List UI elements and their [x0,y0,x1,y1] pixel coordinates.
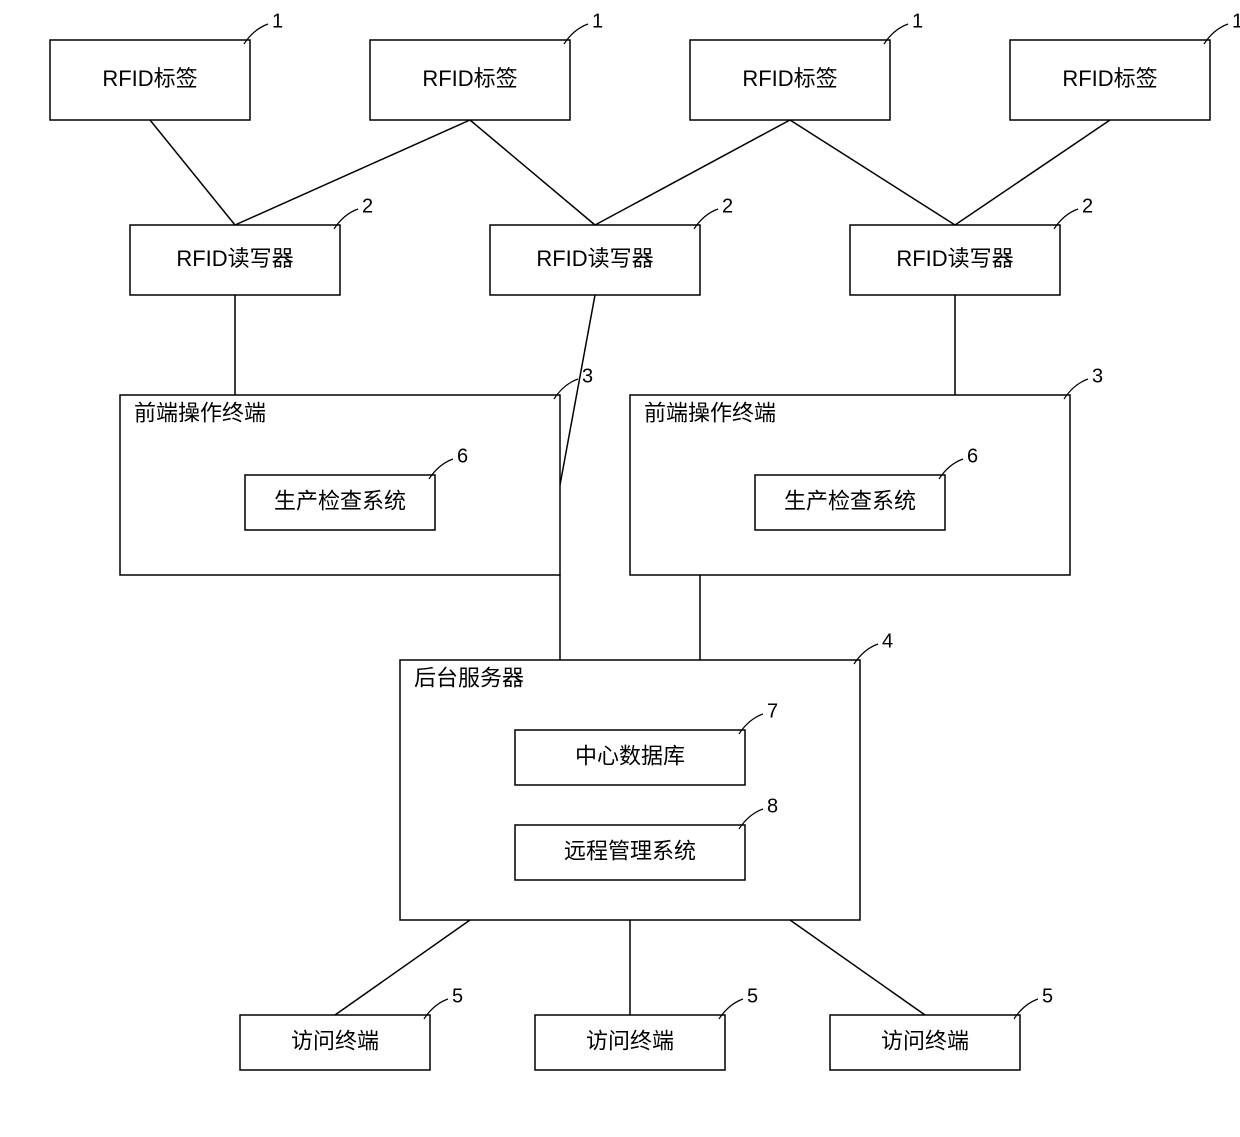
node-chk1-num: 6 [457,445,468,467]
node-fe2-label: 前端操作终端 [644,401,776,426]
node-srv-label: 后台服务器 [414,666,524,691]
node-rw3: RFID读写器 2 [850,195,1093,295]
node-tag2: RFID标签 1 [370,10,603,120]
edge-srv-ac3 [790,920,925,1015]
node-ac2-label: 访问终端 [586,1028,674,1053]
node-tag3-label: RFID标签 [742,66,837,91]
node-tag3-num: 1 [912,10,923,32]
node-rw1-num: 2 [362,195,373,217]
node-db-label: 中心数据库 [575,743,685,768]
node-tag2-label: RFID标签 [422,66,517,91]
node-tag4-label: RFID标签 [1062,66,1157,91]
node-rw1: RFID读写器 2 [130,195,373,295]
nodes-layer: RFID标签1RFID标签1RFID标签1RFID标签1RFID读写器2RFID… [50,10,1240,1070]
node-srv-num: 4 [882,630,893,652]
node-ac3-num: 5 [1042,985,1053,1007]
node-fe2-num: 3 [1092,365,1103,387]
node-ac3: 访问终端 5 [830,985,1053,1070]
node-rw3-label: RFID读写器 [896,246,1013,271]
node-ac1-num: 5 [452,985,463,1007]
node-fe2: 前端操作终端 3 [630,365,1103,575]
node-rw3-num: 2 [1082,195,1093,217]
edge-rw2-fe1 [560,295,595,485]
edge-tag3-rw2 [595,120,790,225]
node-chk2-num: 6 [967,445,978,467]
diagram-canvas: RFID标签1RFID标签1RFID标签1RFID标签1RFID读写器2RFID… [0,0,1240,1137]
node-ac1-label: 访问终端 [291,1028,379,1053]
node-ac2: 访问终端 5 [535,985,758,1070]
node-fe1: 前端操作终端 3 [120,365,593,575]
edge-tag2-rw2 [470,120,595,225]
node-tag3: RFID标签 1 [690,10,923,120]
edge-srv-ac1 [335,920,470,1015]
node-ac1: 访问终端 5 [240,985,463,1070]
node-tag1: RFID标签 1 [50,10,283,120]
node-fe1-label: 前端操作终端 [134,401,266,426]
node-rms-num: 8 [767,795,778,817]
node-tag1-label: RFID标签 [102,66,197,91]
edge-tag3-rw3 [790,120,955,225]
edge-tag1-rw1 [150,120,235,225]
node-tag4-num: 1 [1232,10,1240,32]
node-ac2-num: 5 [747,985,758,1007]
node-srv-box [400,660,860,920]
node-chk2-label: 生产检查系统 [784,488,916,513]
node-rw2-num: 2 [722,195,733,217]
node-rw2: RFID读写器 2 [490,195,733,295]
node-rw2-label: RFID读写器 [536,246,653,271]
node-chk1-label: 生产检查系统 [274,488,406,513]
node-tag4: RFID标签 1 [1010,10,1240,120]
node-tag1-num: 1 [272,10,283,32]
node-rw1-label: RFID读写器 [176,246,293,271]
node-rms-label: 远程管理系统 [564,838,696,863]
node-fe1-num: 3 [582,365,593,387]
node-db-num: 7 [767,700,778,722]
node-ac3-label: 访问终端 [881,1028,969,1053]
edge-tag2-rw1 [235,120,470,225]
node-tag2-num: 1 [592,10,603,32]
